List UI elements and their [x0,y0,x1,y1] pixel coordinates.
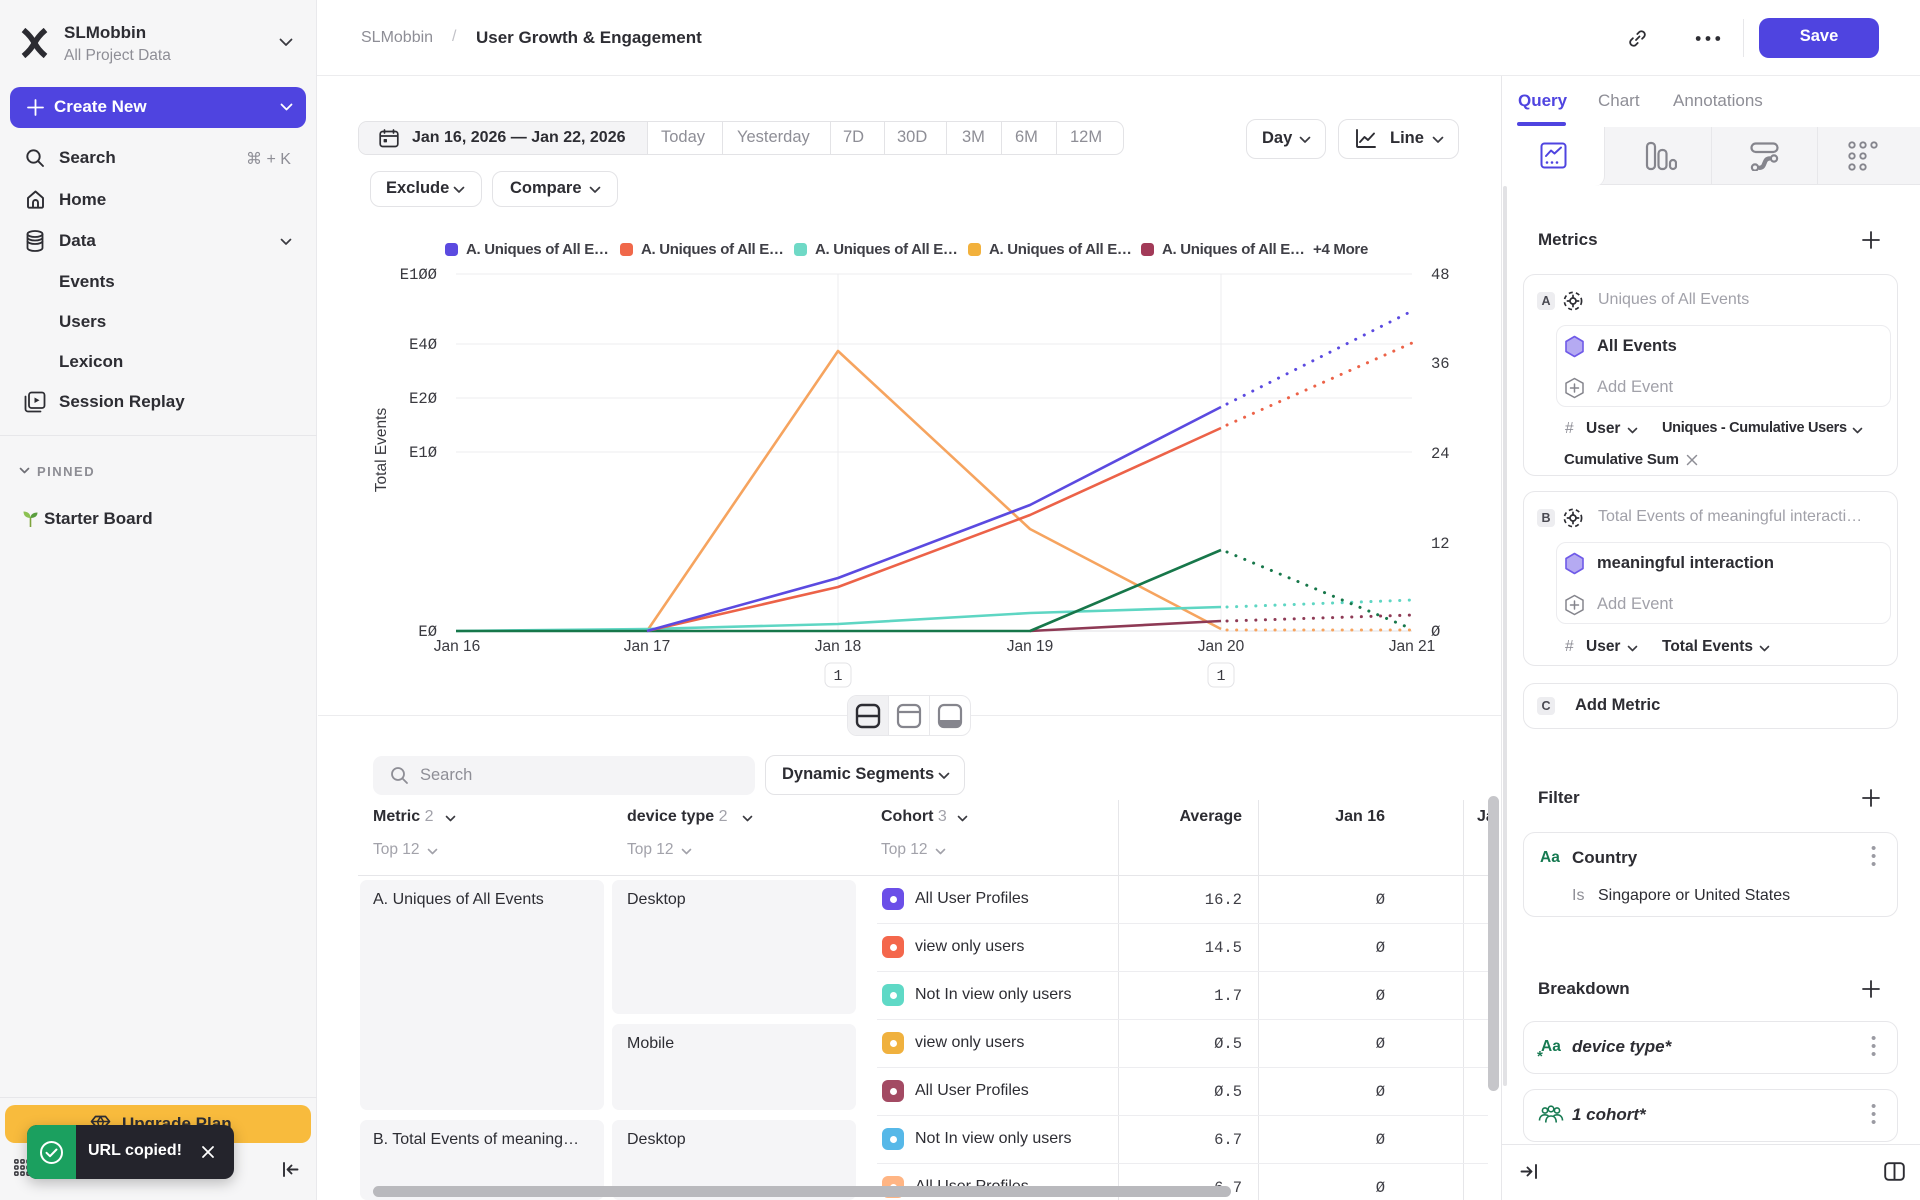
svg-text:36: 36 [1431,355,1450,373]
svg-text:EØ: EØ [418,623,437,641]
svg-text:48: 48 [1431,266,1450,284]
svg-text:Ø: Ø [1431,623,1440,641]
svg-text:1: 1 [1216,668,1225,685]
svg-text:Total Events: Total Events [373,408,390,493]
svg-text:1: 1 [833,668,842,685]
svg-text:12: 12 [1431,535,1450,553]
svg-text:E2Ø: E2Ø [409,390,437,408]
svg-text:Jan 16: Jan 16 [434,638,481,655]
svg-text:E1Ø: E1Ø [409,444,437,462]
svg-text:E4Ø: E4Ø [409,336,437,354]
svg-text:Jan 21: Jan 21 [1389,638,1436,655]
svg-text:Jan 17: Jan 17 [624,638,671,655]
svg-text:Jan 19: Jan 19 [1007,638,1054,655]
svg-text:24: 24 [1431,445,1450,463]
svg-text:E1ØØ: E1ØØ [400,266,437,284]
svg-text:Jan 18: Jan 18 [815,638,862,655]
svg-text:Jan 20: Jan 20 [1198,638,1245,655]
